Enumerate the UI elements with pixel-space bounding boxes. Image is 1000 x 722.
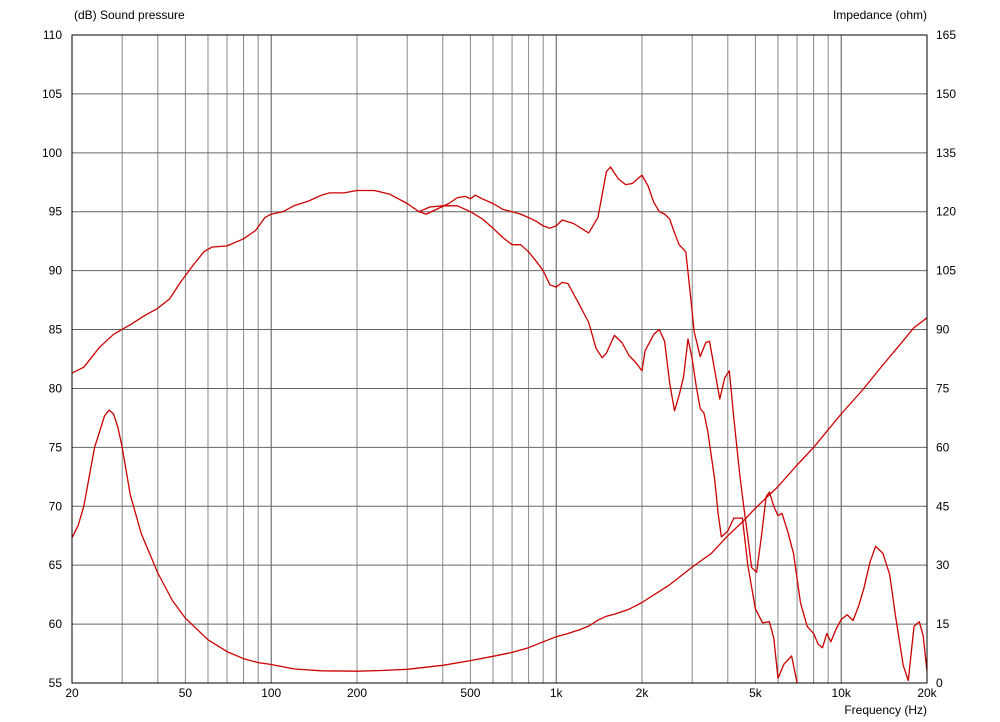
tick-labels: 1101051009590858075706560551651501351201… — [42, 28, 956, 700]
right-axis-title: Impedance (ohm) — [833, 8, 927, 22]
x-tick-label: 20k — [917, 686, 937, 700]
series-line-2 — [418, 205, 798, 683]
left-y-tick-label: 80 — [49, 381, 63, 395]
right-y-tick-label: 90 — [936, 323, 950, 337]
right-y-tick-label: 135 — [936, 146, 956, 160]
plot-area — [72, 35, 927, 683]
left-y-tick-label: 70 — [49, 499, 63, 513]
left-y-tick-label: 100 — [42, 146, 62, 160]
x-tick-label: 200 — [347, 686, 367, 700]
x-tick-label: 10k — [832, 686, 852, 700]
left-y-tick-label: 75 — [49, 440, 63, 454]
left-y-tick-label: 60 — [49, 617, 63, 631]
right-y-tick-label: 0 — [936, 676, 943, 690]
x-tick-label: 500 — [460, 686, 480, 700]
left-y-tick-label: 90 — [49, 264, 63, 278]
left-y-tick-label: 110 — [43, 28, 62, 42]
x-tick-label: 1k — [550, 686, 564, 700]
left-y-tick-label: 55 — [49, 676, 63, 690]
right-y-tick-label: 105 — [936, 264, 956, 278]
right-y-tick-label: 30 — [936, 558, 950, 572]
plot-frame — [71, 34, 928, 684]
x-tick-label: 20 — [65, 686, 79, 700]
left-y-tick-label: 65 — [49, 558, 63, 572]
left-y-tick-label: 95 — [49, 205, 63, 219]
right-y-tick-label: 75 — [936, 381, 950, 395]
series-line-1 — [72, 166, 927, 682]
left-y-tick-label: 85 — [49, 323, 63, 337]
right-y-tick-label: 60 — [936, 440, 950, 454]
x-tick-label: 5k — [749, 686, 763, 700]
right-y-tick-label: 15 — [936, 617, 950, 631]
left-axis-title: (dB) Sound pressure — [74, 8, 185, 22]
right-y-tick-label: 165 — [936, 28, 956, 42]
series-line-3 — [72, 317, 927, 672]
x-tick-label: 100 — [261, 686, 281, 700]
x-tick-label: 2k — [636, 686, 650, 700]
series-lines — [72, 166, 927, 683]
left-y-tick-label: 105 — [42, 87, 62, 101]
x-axis-title: Frequency (Hz) — [844, 703, 927, 717]
x-tick-label: 50 — [179, 686, 193, 700]
right-y-tick-label: 120 — [936, 205, 956, 219]
right-y-tick-label: 45 — [936, 499, 950, 513]
right-y-tick-label: 150 — [936, 87, 956, 101]
